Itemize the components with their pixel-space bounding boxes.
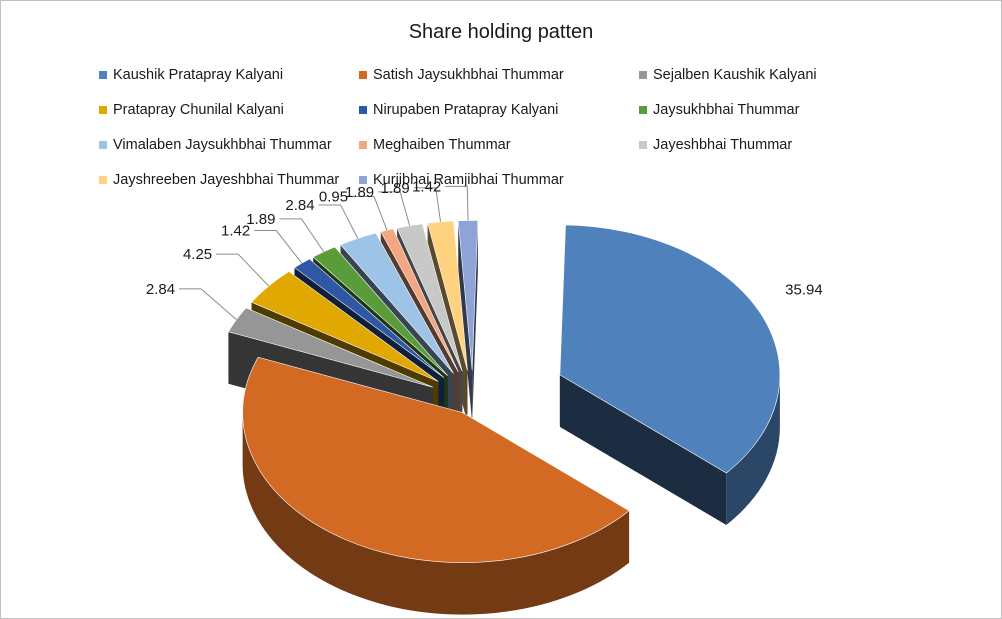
legend-item: Satish Jaysukhbhai Thummar (359, 67, 564, 83)
data-label: 4.25 (183, 246, 212, 263)
pie-slice-1 (242, 356, 630, 563)
leader-line (279, 218, 325, 253)
legend-label: Vimalaben Jaysukhbhai Thummar (113, 137, 332, 153)
legend-swatch (99, 106, 107, 114)
legend-swatch (639, 141, 647, 149)
legend-label: Jayeshbhai Thummar (653, 137, 793, 153)
legend-item: Meghaiben Thummar (359, 137, 511, 153)
data-labels: 35.9444.692.844.251.421.892.840.951.891.… (146, 178, 823, 320)
legend-swatch (359, 141, 367, 149)
legend-label: Satish Jaysukhbhai Thummar (373, 67, 564, 83)
legend-label: Jayshreeben Jayeshbhai Thummar (113, 172, 340, 188)
legend-swatch (359, 106, 367, 114)
legend-swatch (639, 71, 647, 79)
pie-slice-0 (559, 224, 781, 474)
legend-swatch (639, 106, 647, 114)
leader-line (445, 185, 469, 221)
leader-line (352, 196, 388, 231)
legend-item: Vimalaben Jaysukhbhai Thummar (99, 137, 332, 153)
data-label: 1.42 (412, 178, 441, 195)
legend-label: Kaushik Pratapray Kalyani (113, 67, 284, 83)
chart-title: Share holding patten (408, 21, 594, 43)
legend-label: Nirupaben Pratapray Kalyani (373, 102, 559, 118)
pie-tops (227, 220, 781, 563)
data-label: 1.89 (380, 180, 409, 197)
legend-swatch (359, 71, 367, 79)
data-label: 1.89 (246, 211, 275, 228)
data-label: 1.89 (345, 184, 374, 201)
leader-line (216, 253, 270, 287)
legend-label: Kurjibhai Ramjibhai Thummar (373, 172, 564, 188)
data-label: 2.84 (146, 281, 175, 298)
legend-swatch (359, 176, 367, 184)
legend-item: Kaushik Pratapray Kalyani (99, 67, 283, 83)
pie-slice-wall (458, 220, 473, 423)
pie-slice-wall (472, 220, 478, 423)
legend-label: Pratapray Chunilal Kalyani (113, 102, 284, 118)
legend-item: Sejalben Kaushik Kalyani (639, 67, 817, 83)
data-label: 1.42 (221, 223, 250, 240)
leader-line (413, 187, 442, 222)
pie-slice-6 (340, 232, 454, 374)
legend-label: Meghaiben Thummar (373, 137, 511, 153)
legend-item: Kurjibhai Ramjibhai Thummar (359, 172, 564, 188)
leader-line (179, 288, 237, 320)
legend-item: Jaysukhbhai Thummar (639, 102, 799, 118)
pie-slice-rim (726, 374, 780, 525)
data-label: 35.94 (785, 281, 823, 298)
legend-item: Nirupaben Pratapray Kalyani (359, 102, 558, 118)
data-label: 0.95 (319, 189, 348, 206)
leader-line (318, 204, 359, 239)
leader-line (254, 230, 303, 264)
legend-item: Pratapray Chunilal Kalyani (99, 102, 284, 118)
legend-label: Sejalben Kaushik Kalyani (653, 67, 817, 83)
legend-swatch (99, 176, 107, 184)
legend-item: Jayeshbhai Thummar (639, 137, 792, 153)
pie-slice-rim (242, 412, 630, 615)
data-label: 2.84 (285, 197, 314, 214)
legend-label: Jaysukhbhai Thummar (653, 102, 800, 118)
pie-slice-wall (559, 374, 727, 525)
legend-swatch (99, 71, 107, 79)
pie-slice-2 (227, 307, 433, 388)
legend-item: Jayshreeben Jayeshbhai Thummar (99, 172, 339, 188)
pie-slice-3 (251, 271, 439, 382)
leader-line (378, 191, 411, 226)
legend-swatch (99, 141, 107, 149)
